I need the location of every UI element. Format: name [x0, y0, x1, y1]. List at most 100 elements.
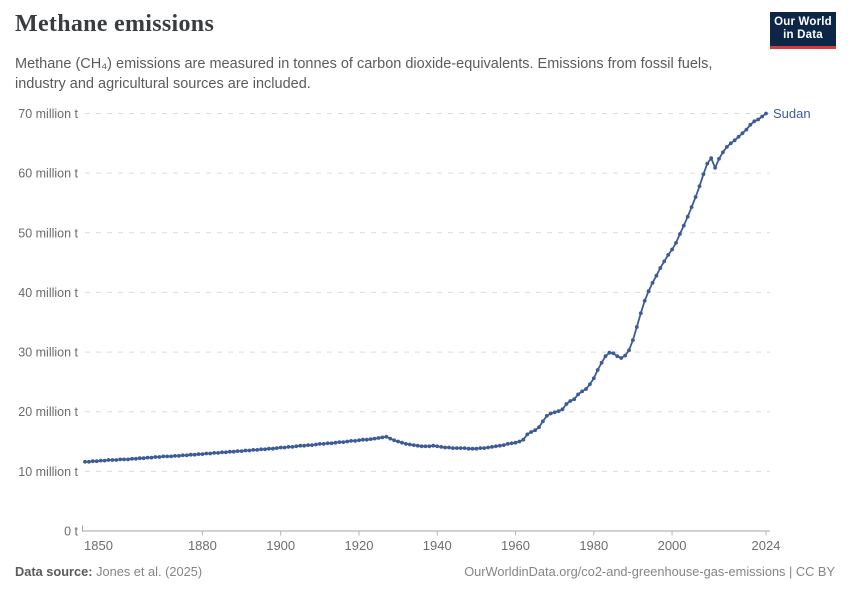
- data-point: [227, 449, 232, 454]
- data-point: [208, 451, 213, 456]
- data-point: [595, 368, 600, 372]
- data-point: [392, 438, 397, 443]
- y-tick-label: 0 t: [64, 525, 78, 539]
- data-point: [224, 450, 228, 455]
- data-point: [588, 382, 592, 387]
- data-point: [396, 439, 400, 444]
- data-point: [388, 436, 393, 441]
- series-sudan[interactable]: Sudan: [83, 106, 811, 464]
- data-point: [415, 443, 420, 448]
- x-tick-label: 1940: [423, 538, 452, 553]
- data-point: [482, 446, 487, 450]
- data-point: [658, 266, 663, 270]
- data-point: [693, 195, 698, 199]
- data-point: [478, 446, 483, 450]
- data-point: [98, 458, 103, 463]
- data-point: [134, 456, 138, 461]
- gridlines: [85, 113, 770, 472]
- data-point: [556, 409, 561, 413]
- y-tick-label: 10 million t: [18, 465, 78, 479]
- data-point: [400, 440, 404, 445]
- data-point: [169, 454, 174, 459]
- data-point: [435, 444, 440, 449]
- data-point: [368, 437, 373, 441]
- data-point: [357, 438, 361, 443]
- data-point: [157, 455, 162, 459]
- data-point: [634, 325, 639, 329]
- data-point: [364, 437, 369, 442]
- data-point: [302, 443, 307, 448]
- data-point: [282, 445, 287, 450]
- data-point: [321, 442, 326, 446]
- data-point: [642, 298, 647, 303]
- data-point: [525, 432, 530, 437]
- data-point: [439, 445, 444, 449]
- data-point: [173, 454, 177, 458]
- license-note[interactable]: OurWorldinData.org/co2-and-greenhouse-ga…: [464, 564, 835, 579]
- data-point: [533, 428, 537, 433]
- data-point: [145, 455, 150, 460]
- data-point: [517, 439, 522, 444]
- data-point: [376, 436, 381, 440]
- data-point: [470, 446, 475, 451]
- data-point: [748, 122, 753, 127]
- data-point: [431, 443, 436, 448]
- data-point: [670, 247, 674, 252]
- owid-logo[interactable]: Our World in Data: [770, 12, 836, 49]
- data-point: [736, 134, 741, 139]
- data-point: [216, 451, 221, 455]
- data-point: [619, 356, 624, 360]
- data-point: [685, 214, 690, 219]
- data-point: [603, 354, 608, 359]
- data-point: [423, 444, 428, 449]
- data-point: [462, 446, 467, 450]
- data-point: [427, 444, 432, 449]
- data-point: [317, 442, 322, 446]
- data-point: [627, 348, 631, 353]
- data-point: [564, 402, 569, 406]
- data-point: [380, 435, 385, 440]
- owid-logo-line2: in Data: [783, 29, 823, 41]
- data-point: [752, 119, 757, 124]
- data-point: [713, 165, 717, 170]
- x-tick-label: 1880: [188, 538, 217, 553]
- y-tick-label: 60 million t: [18, 167, 78, 181]
- data-point: [764, 111, 768, 116]
- data-point: [87, 459, 91, 464]
- data-point: [361, 437, 365, 442]
- data-point: [486, 445, 490, 450]
- x-tick-label: 1920: [345, 538, 374, 553]
- data-point: [689, 205, 694, 210]
- entity-label[interactable]: Sudan: [773, 106, 811, 121]
- data-point: [548, 411, 553, 416]
- data-point: [341, 440, 346, 444]
- x-tick-label: 2024: [752, 538, 781, 553]
- data-point: [200, 452, 205, 456]
- data-point: [529, 430, 534, 434]
- data-point: [161, 454, 166, 459]
- data-point: [709, 156, 714, 161]
- data-point: [411, 443, 416, 447]
- data-point: [490, 445, 494, 449]
- data-point: [568, 399, 573, 403]
- data-point: [263, 447, 267, 452]
- data-point: [278, 445, 283, 450]
- y-tick-label: 40 million t: [18, 286, 78, 300]
- data-point: [114, 458, 119, 462]
- data-point: [544, 414, 549, 418]
- data-point: [623, 353, 627, 358]
- chart-subtitle: Methane (CH₄) emissions are measured in …: [15, 56, 713, 92]
- data-point: [372, 436, 377, 441]
- chart-footer: Data source: Jones et al. (2025) OurWorl…: [0, 564, 850, 579]
- data-point: [220, 450, 224, 455]
- data-point: [141, 456, 146, 461]
- data-point: [631, 338, 635, 342]
- series-line[interactable]: [85, 112, 767, 463]
- data-point: [607, 350, 612, 355]
- data-point: [732, 138, 737, 143]
- data-point: [259, 447, 263, 452]
- data-point: [149, 455, 154, 460]
- data-point: [314, 442, 318, 447]
- data-point: [638, 311, 643, 316]
- data-point: [721, 150, 725, 155]
